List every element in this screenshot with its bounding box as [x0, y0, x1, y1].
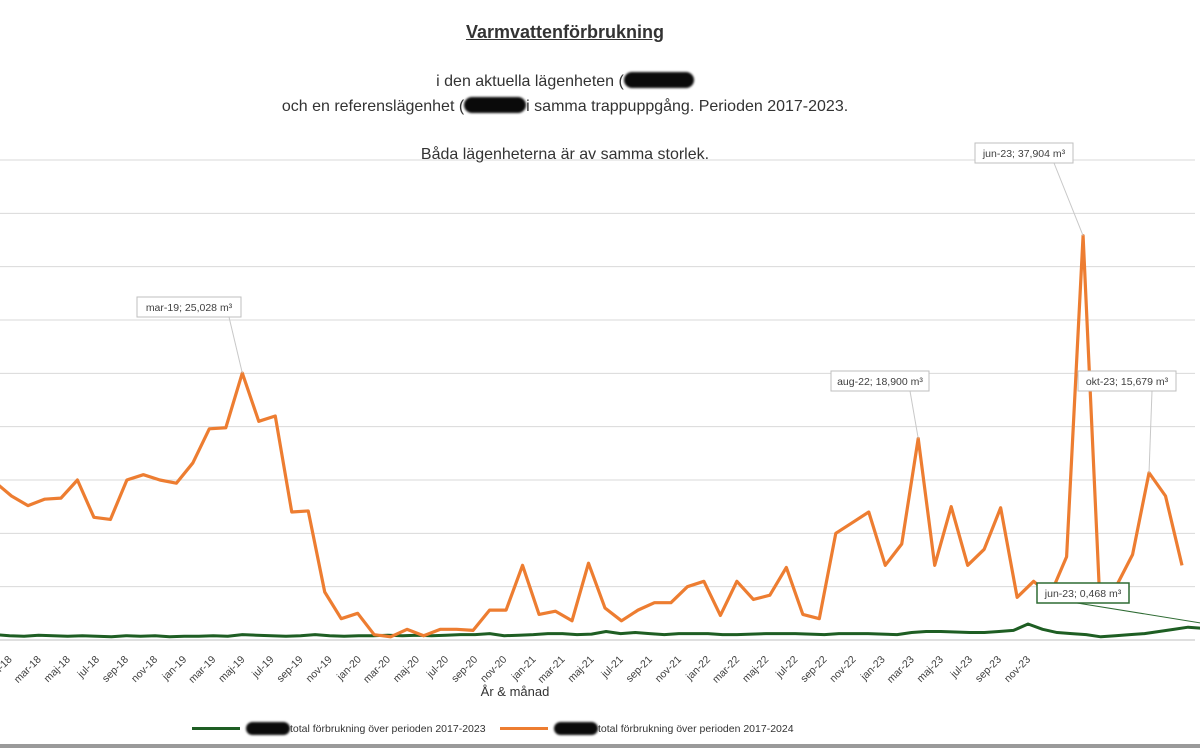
annotation-leader: [909, 390, 919, 439]
legend-item-green: total förbrukning över perioden 2017-202…: [192, 722, 486, 735]
annotation-label: okt-23; 15,679 m³: [1086, 376, 1169, 388]
x-tick-label: nov-23: [1002, 654, 1033, 685]
x-tick-label: jul-18: [75, 654, 102, 681]
x-tick-label: jul-19: [249, 654, 276, 681]
annotation-box: [1077, 370, 1177, 392]
annotation-box: [136, 296, 242, 318]
legend-label-green: total förbrukning över perioden 2017-202…: [290, 722, 486, 735]
redacted-mark: [554, 722, 598, 735]
x-tick-label: nov-21: [653, 654, 684, 685]
chart-subtitle-line-2: och en referenslägenhet (i samma trappup…: [281, 97, 849, 115]
x-tick-label: jan-20: [334, 654, 364, 684]
annotation-leader: [1148, 390, 1153, 473]
redacted-mark: [464, 97, 527, 113]
annotation-box: [830, 370, 930, 392]
x-tick-label: maj-23: [915, 654, 946, 685]
chart-title: Varmvattenförbrukning: [465, 22, 665, 42]
x-tick-label: jan-23: [858, 654, 888, 684]
annotation-box: [974, 142, 1074, 164]
x-tick-label: sep-18: [100, 654, 131, 685]
x-tick-label: sep-20: [449, 654, 480, 685]
x-tick-label: mar-22: [710, 654, 742, 686]
x-tick-label: mar-21: [536, 654, 568, 686]
bottom-border: [0, 744, 1200, 748]
annotation-leader-green: [1076, 602, 1200, 624]
x-tick-label: mar-20: [361, 654, 393, 686]
redacted-mark: [623, 72, 694, 88]
x-tick-label: sep-21: [624, 654, 655, 685]
x-tick-label: jan-22: [683, 654, 713, 684]
annotation-label: jun-23; 37,904 m³: [982, 148, 1066, 160]
chart-subtitle-line-1: i den aktuella lägenheten (: [0, 72, 1130, 91]
chart-subtitle-line-3: Båda lägenheterna är av samma storlek.: [420, 146, 710, 163]
legend-label-orange: total förbrukning över perioden 2017-202…: [598, 722, 794, 735]
x-tick-label: maj-18: [42, 654, 73, 685]
redacted-mark: [246, 722, 290, 735]
x-tick-label: jul-21: [598, 654, 625, 681]
legend-swatch-orange: [500, 727, 548, 730]
x-tick-label: mar-19: [186, 654, 218, 686]
x-tick-label: jul-22: [773, 654, 800, 681]
annotation-label: aug-22; 18,900 m³: [837, 376, 923, 388]
annotation-leader: [228, 316, 243, 374]
x-tick-label: jan-19: [159, 654, 189, 684]
x-tick-label: maj-20: [391, 654, 422, 685]
series-line-orange: [0, 234, 1184, 639]
annotation-label-green: jun-23; 0,468 m³: [1044, 588, 1122, 600]
x-tick-label: jan-21: [509, 654, 539, 684]
x-tick-label: nov-20: [478, 654, 509, 685]
x-tick-label: nov-22: [827, 654, 858, 685]
annotation-label: mar-19; 25,028 m³: [146, 302, 233, 314]
x-tick-label: mar-18: [12, 654, 44, 686]
x-tick-label: jul-23: [948, 654, 975, 681]
x-tick-label: sep-19: [274, 654, 305, 685]
annotation-box-green: [1036, 582, 1130, 604]
annotation-leader: [1053, 162, 1084, 236]
x-tick-label: mar-23: [885, 654, 917, 686]
x-tick-label: maj-19: [216, 654, 247, 685]
x-tick-label: sep-22: [798, 654, 829, 685]
x-tick-label: jul-20: [424, 654, 451, 681]
x-tick-label: sep-23: [973, 654, 1004, 685]
series-line-green: [0, 622, 1200, 639]
x-axis-label: År & månad: [480, 684, 550, 699]
legend-item-orange: total förbrukning över perioden 2017-202…: [500, 722, 794, 735]
x-tick-label: maj-21: [565, 654, 596, 685]
x-tick-label: nov-19: [304, 654, 335, 685]
legend-swatch-green: [192, 727, 240, 730]
x-tick-label: nov-18: [129, 654, 160, 685]
x-tick-label: maj-22: [740, 654, 771, 685]
